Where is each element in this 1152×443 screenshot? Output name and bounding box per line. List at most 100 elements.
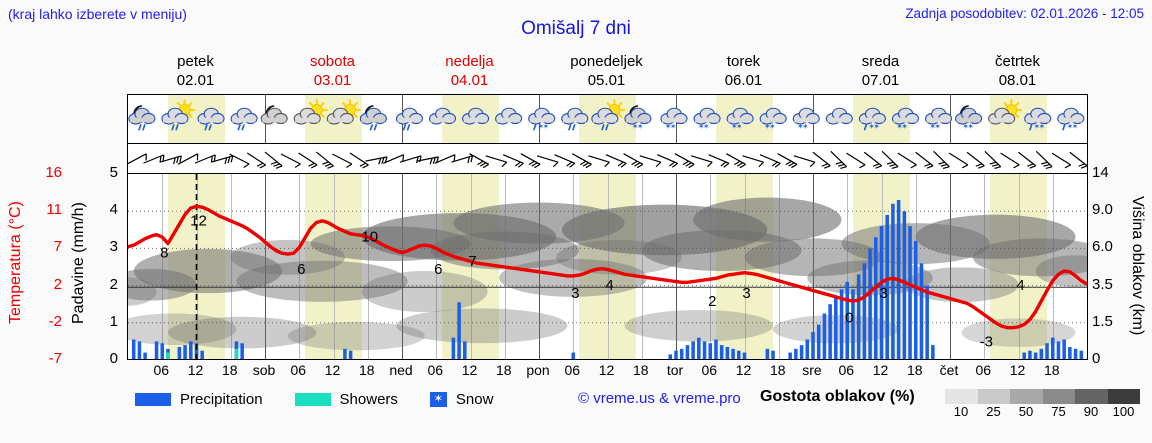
weather-icon-night-snow: ✶✶ [624, 105, 652, 131]
weather-icon-cloud-rain [561, 107, 589, 131]
precipitation-bar [194, 343, 199, 359]
wind-barb [571, 153, 592, 169]
precipitation-bar [160, 343, 165, 359]
cloud-density-blob [287, 321, 425, 351]
svg-text:✶: ✶ [703, 122, 710, 131]
day-date: 08.01 [998, 72, 1037, 89]
hour-tick-label: tor [666, 362, 684, 378]
precipitation-bar [668, 354, 673, 359]
credit-link[interactable]: © vreme.us & vreme.pro [578, 390, 741, 407]
precipitation-bar [708, 343, 713, 359]
weather-icon-cloud-snow: ✶✶ [726, 107, 754, 131]
wind-barb [623, 153, 644, 169]
precipitation-bar [463, 341, 467, 359]
wind-barb [863, 151, 882, 169]
precipitation-bar [828, 304, 832, 359]
cloud-density-blob [396, 308, 568, 344]
legend-item-precipitation: Precipitation [135, 391, 263, 408]
precipitation-bar [1022, 352, 1026, 359]
precipitation-bar [137, 341, 142, 359]
weather-icon-night-cloud [260, 105, 288, 125]
day-date: 02.01 [176, 72, 215, 89]
density-tick-label: 75 [1051, 404, 1066, 419]
legend-label-showers: Showers [339, 390, 398, 408]
hour-tick-label: ned [389, 362, 413, 378]
wind-barb [469, 153, 489, 169]
day-name: torek [726, 53, 761, 70]
axis-tick-label: 16 [45, 164, 62, 181]
snow-star-icon: ✶ [429, 391, 447, 407]
weather-icon-cloud-snow: ✶✶ [759, 107, 787, 131]
hour-tick-label: 18 [1043, 362, 1060, 378]
day-date: 06.01 [724, 72, 763, 89]
svg-text:✶: ✶ [538, 122, 545, 131]
weather-icon-sun-cloud [988, 99, 1023, 125]
wind-barb [588, 155, 610, 168]
weather-icon-cloud-rain [230, 107, 258, 131]
weather-icon-cloud [825, 107, 853, 125]
weather-icon-cloud-sleet: ✶✶ [858, 107, 886, 131]
night-shading-band [578, 174, 637, 359]
density-tick-label: 10 [953, 404, 969, 419]
svg-text:✶: ✶ [764, 122, 771, 131]
svg-text:✶: ✶ [929, 122, 936, 131]
precipitation-bar [1079, 350, 1084, 359]
wind-barb [246, 152, 266, 169]
cloud-height-axis: 14 9.0 6.0 3.5 1.5 0 [1090, 160, 1132, 367]
weather-icon-cloud-snow: ✶✶ [891, 107, 920, 131]
precipitation-bar [788, 352, 792, 359]
hour-tick-label: 06 [838, 362, 855, 378]
weather-icon-cloud-snow: ✶✶ [792, 107, 820, 131]
precipitation-bar [794, 348, 798, 359]
hour-separator [333, 174, 335, 359]
location-menu-note[interactable]: (kraj lahko izberete v meniju) [8, 6, 187, 22]
wind-barb [211, 155, 234, 165]
precipitation-bar [834, 296, 838, 359]
density-color-step [1042, 389, 1075, 404]
precipitation-bar [697, 337, 701, 359]
hour-tick-label: sob [252, 362, 276, 378]
hour-tick-label: 06 [290, 362, 307, 378]
density-tick-label: 90 [1083, 404, 1099, 419]
wind-barb [915, 151, 934, 169]
cloud-density-blob [961, 318, 1076, 347]
wind-barb [536, 155, 559, 168]
legend-item-showers: Showers [294, 390, 398, 408]
cloud-density-blob [167, 316, 317, 349]
wind-barb [639, 155, 662, 168]
hour-tick-label: 12 [187, 362, 204, 378]
temperature-point-label: 3 [742, 285, 750, 302]
cloud-density-blob [624, 309, 774, 342]
day-separator [950, 174, 951, 359]
wind-barb [674, 153, 695, 169]
density-tick-label: 50 [1018, 404, 1034, 419]
wind-barb [1035, 150, 1053, 170]
wind-barb [812, 151, 831, 169]
hour-tick-label: 12 [872, 362, 889, 378]
day-header-sobota: sobota 03.01 [264, 52, 401, 94]
wind-barb [383, 154, 405, 164]
precipitation-bar [811, 332, 815, 359]
precipitation-bar [742, 352, 747, 359]
precipitation-bar [1062, 339, 1066, 359]
hour-tick-label: 18 [906, 362, 923, 378]
precipitation-bar [189, 341, 193, 359]
precipitation-bar [891, 203, 895, 359]
svg-text:✶: ✶ [896, 122, 903, 131]
hour-tick-label: sre [802, 362, 822, 378]
weather-icon-sun-cloud-rain [161, 99, 196, 131]
wind-barb [416, 156, 440, 165]
weather-icon-cloud-sleet: ✶✶ [528, 107, 556, 131]
wind-barb [726, 153, 746, 169]
weather-icon-sun-cloud [326, 99, 361, 125]
precipitation-axis: 5 4 3 2 1 0 [62, 160, 124, 367]
wind-barb [349, 152, 369, 169]
chart-canvas: 8 12 6 10 6 7 3 4 2 3 0 3 -3 4 [128, 174, 1087, 360]
weather-icons-svg: ✶✶ ✶✶ ✶✶ ✶✶ ✶✶ ✶✶ ✶✶ ✶✶ ✶✶ ✶✶ ✶✶ ✶✶ ✶✶ [128, 99, 1085, 131]
hour-separator [436, 174, 438, 359]
density-tick-label: 100 [1112, 404, 1135, 419]
weather-icon-cloud-snow: ✶✶ [924, 107, 953, 131]
weather-icon-cloud [495, 107, 523, 125]
density-color-step [1107, 389, 1140, 404]
hour-tick-label: 18 [769, 362, 786, 378]
